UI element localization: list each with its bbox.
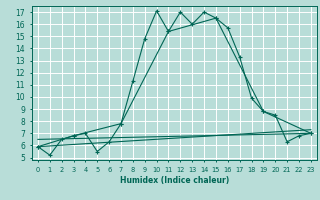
X-axis label: Humidex (Indice chaleur): Humidex (Indice chaleur) [120, 176, 229, 185]
